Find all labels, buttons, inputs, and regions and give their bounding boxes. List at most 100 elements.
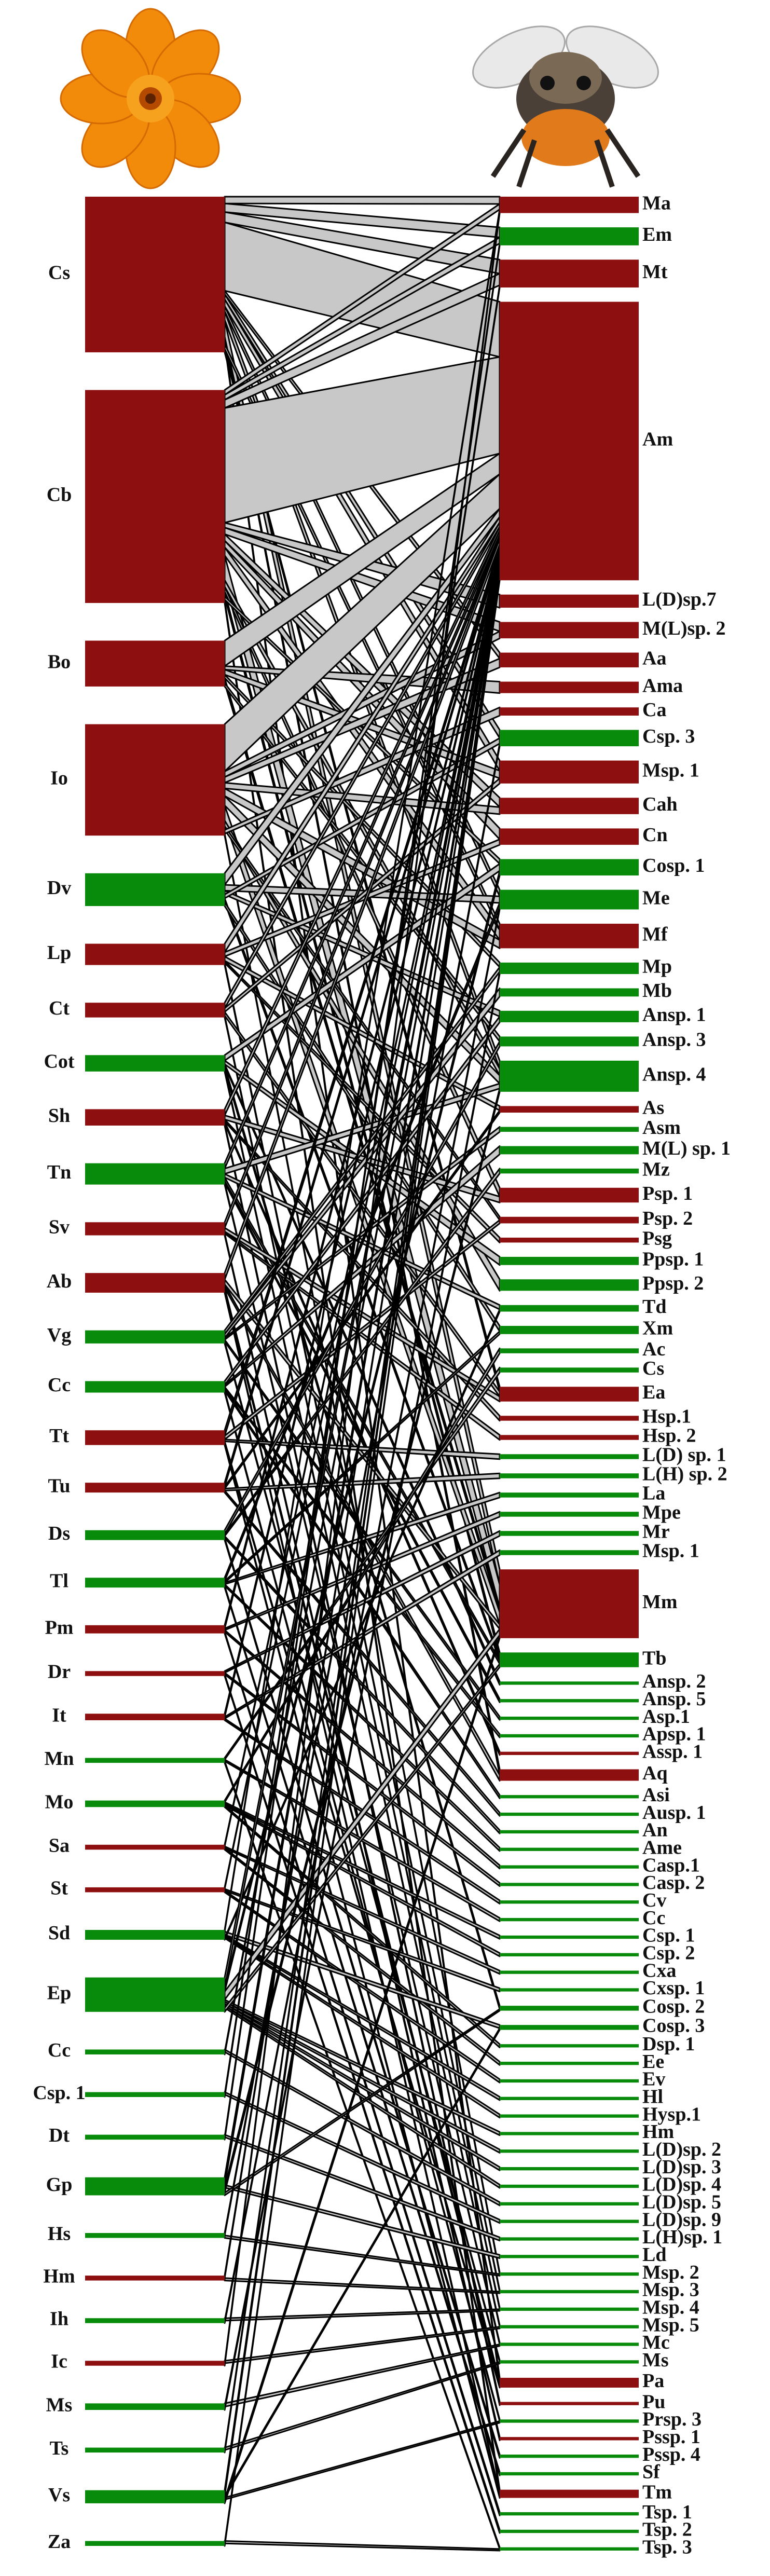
pollinator-bar	[500, 2489, 639, 2498]
pollinator-label: Tb	[642, 1647, 666, 1669]
pollinator-bar	[500, 798, 639, 814]
plant-bar	[85, 873, 225, 906]
plant-label: Tu	[48, 1475, 71, 1497]
pollinator-label: Casp.1	[642, 1854, 700, 1876]
pollinator-bar	[500, 2149, 639, 2153]
pollinator-label: Msp. 1	[642, 759, 699, 781]
link	[224, 2326, 501, 2364]
plant-bar	[85, 1625, 225, 1634]
plant-label: Csp. 1	[33, 2082, 85, 2104]
pollinator-bar	[500, 1127, 639, 1132]
pollinator-bar	[500, 923, 639, 949]
plant-label: Dr	[48, 1661, 71, 1683]
link	[224, 2540, 501, 2552]
plant-label: Hs	[48, 2223, 71, 2244]
pollinator-bar	[500, 1187, 639, 1203]
pollinator-label: Prsp. 3	[642, 2408, 702, 2430]
plant-label: Gp	[46, 2174, 73, 2196]
pollinator-label: Ausp. 1	[642, 1802, 706, 1824]
pollinator-bar	[500, 2255, 639, 2258]
plant-bar	[85, 1003, 225, 1018]
pollinator-label: As	[642, 1097, 664, 1118]
pollinator-bar	[500, 2272, 639, 2276]
plant-bar	[85, 1483, 225, 1493]
pollinator-label: Pu	[642, 2391, 665, 2413]
pollinator-bar	[500, 889, 639, 910]
pollinator-label: Ca	[642, 699, 666, 721]
pollinator-label: Pa	[642, 2370, 664, 2392]
plant-label: Cot	[44, 1051, 74, 1073]
plant-bar	[85, 1330, 225, 1344]
pollinator-label: M(L)sp. 2	[642, 618, 725, 639]
pollinator-label: L(D)sp. 9	[642, 2209, 721, 2230]
pollinator-bar	[500, 1953, 639, 1956]
pollinator-label: Cxsp. 1	[642, 1977, 705, 1999]
plant-label: Sa	[49, 1834, 70, 1856]
pollinator-label: Tsp. 3	[642, 2537, 692, 2558]
pollinator-label: Tsp. 2	[642, 2519, 692, 2541]
pollinator-bar	[500, 259, 639, 288]
pollinator-bar	[500, 2044, 639, 2048]
pollinator-label: Mc	[642, 2332, 670, 2353]
plant-bar	[85, 1055, 225, 1072]
pollinator-bar	[500, 2472, 639, 2476]
pollinator-label: Msp. 4	[642, 2297, 699, 2319]
pollinator-bar	[500, 1795, 639, 1799]
plant-label: Ds	[48, 1523, 70, 1544]
pollinator-label: Ansp. 2	[642, 1670, 706, 1692]
pollinator-label: L(D)sp. 3	[642, 2156, 721, 2178]
pollinator-bar	[500, 302, 639, 581]
plant-bar	[85, 2490, 225, 2503]
pollinator-bar	[500, 1734, 639, 1738]
pollinator-bar	[500, 2325, 639, 2328]
pollinator-label: L(H) sp. 2	[642, 1463, 727, 1485]
pollinator-bar	[500, 2437, 639, 2441]
pollinator-bar	[500, 2097, 639, 2100]
pollinator-label: L(D) sp. 1	[642, 1444, 726, 1466]
plant-bar	[85, 2233, 225, 2238]
pollinator-label: Td	[642, 1296, 666, 1318]
pollinator-bar	[500, 2219, 639, 2223]
pollinator-bar	[500, 1970, 639, 1974]
plant-bar	[85, 724, 225, 836]
plant-label: Vs	[48, 2484, 70, 2506]
pollinator-bar	[500, 1168, 639, 1174]
plant-bar	[85, 1109, 225, 1126]
plant-bar	[85, 1578, 225, 1588]
link	[224, 2277, 501, 2294]
pollinator-label: Psp. 1	[642, 1183, 693, 1204]
pollinator-label: Cc	[642, 1907, 665, 1929]
pollinator-bar	[500, 1531, 639, 1536]
plant-label: Bo	[48, 651, 71, 673]
pollinator-label: Msp. 2	[642, 2262, 699, 2283]
plant-bar	[85, 1530, 225, 1540]
pollinator-bar	[500, 828, 639, 845]
plant-bar	[85, 197, 225, 352]
pollinator-bar	[500, 2025, 639, 2030]
plant-bar	[85, 1430, 225, 1445]
pollinator-label: L(D)sp. 2	[642, 2139, 721, 2160]
pollinator-bar	[500, 1473, 639, 1478]
bee-picture	[472, 25, 659, 188]
link	[224, 2420, 501, 2501]
pollinator-bar	[500, 2079, 639, 2083]
pollinator-label: Aq	[642, 1762, 668, 1784]
pollinator-bar	[500, 1305, 639, 1312]
pollinator-label: Aa	[642, 648, 666, 669]
pollinator-label: Pssp. 1	[642, 2426, 700, 2448]
pollinator-bar	[500, 1348, 639, 1353]
pollinator-label: Ev	[642, 2068, 665, 2090]
pollinator-bar	[500, 1900, 639, 1904]
plant-label: Tl	[50, 1570, 68, 1592]
plant-label: Cc	[48, 2039, 71, 2061]
plant-label: Pm	[45, 1616, 74, 1638]
pollinator-bar	[500, 2237, 639, 2241]
pollinator-label: Ms	[642, 2349, 669, 2371]
pollinator-bar	[500, 2167, 639, 2171]
pollinator-label: Pssp. 4	[642, 2444, 700, 2465]
pollinator-bar	[500, 1699, 639, 1703]
pollinator-label: Msp. 5	[642, 2314, 699, 2336]
pollinator-bar	[500, 1326, 639, 1334]
pollinator-label: Mt	[642, 261, 668, 283]
pollinator-bar	[500, 859, 639, 876]
